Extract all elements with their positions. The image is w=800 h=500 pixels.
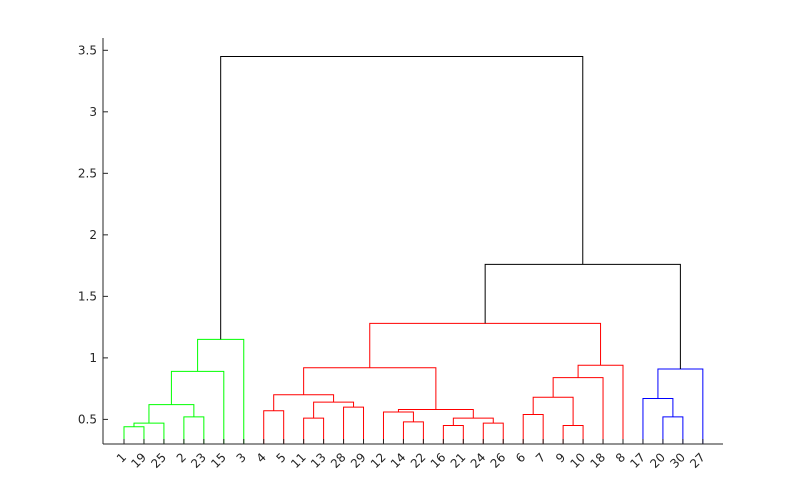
leaf-label: 12 bbox=[368, 450, 389, 471]
merge-link-10 bbox=[313, 401, 355, 419]
merge-link-19 bbox=[522, 413, 544, 444]
leaf-label: 13 bbox=[308, 450, 329, 471]
leaf-label: 5 bbox=[273, 450, 288, 465]
merge-link-21 bbox=[532, 396, 574, 426]
dendrogram-links bbox=[123, 55, 704, 444]
y-tick-label: 0.5 bbox=[78, 412, 97, 426]
leaf-label: 14 bbox=[388, 450, 409, 471]
leaf-label: 30 bbox=[667, 450, 688, 471]
axes: 0.511.522.533.51 19 25 2 23 15 3 4 5 11 13 28 29 12 14… bbox=[78, 38, 723, 471]
leaf-label: 18 bbox=[587, 450, 608, 471]
merge-link-28 bbox=[484, 263, 681, 369]
merge-link-8 bbox=[303, 417, 325, 444]
merge-link-26 bbox=[642, 397, 674, 444]
leaf-label: 20 bbox=[647, 450, 668, 471]
y-tick-label: 2.5 bbox=[78, 166, 97, 180]
leaf-label: 3 bbox=[234, 450, 249, 465]
leaf-label: 7 bbox=[533, 450, 548, 465]
leaf-label: 24 bbox=[468, 450, 489, 471]
leaf-label: 16 bbox=[428, 450, 449, 471]
merge-link-4 bbox=[148, 404, 195, 424]
leaf-label: 28 bbox=[328, 450, 349, 471]
y-tick-label: 3.5 bbox=[78, 43, 97, 57]
merge-link-18 bbox=[303, 367, 437, 410]
leaf-label: 23 bbox=[188, 450, 209, 471]
merge-link-20 bbox=[562, 425, 584, 444]
leaf-label: 29 bbox=[348, 450, 369, 471]
y-tick-label: 3 bbox=[89, 105, 97, 119]
merge-link-7 bbox=[263, 410, 285, 444]
leaf-label: 4 bbox=[254, 450, 269, 465]
merge-link-13 bbox=[382, 411, 414, 444]
merge-link-2 bbox=[133, 422, 165, 444]
leaf-label: 6 bbox=[513, 450, 528, 465]
leaf-label: 10 bbox=[567, 450, 588, 471]
merge-link-16 bbox=[452, 417, 494, 426]
merge-link-25 bbox=[662, 416, 684, 444]
merge-link-17 bbox=[397, 409, 474, 419]
merge-link-14 bbox=[442, 425, 464, 444]
leaf-label: 1 bbox=[114, 450, 129, 465]
merge-link-23 bbox=[577, 364, 624, 444]
merge-link-5 bbox=[170, 370, 225, 444]
merge-link-1 bbox=[123, 426, 145, 444]
merge-link-11 bbox=[273, 394, 335, 411]
merge-link-6 bbox=[197, 338, 245, 444]
merge-link-3 bbox=[183, 416, 205, 444]
merge-link-27 bbox=[657, 368, 704, 444]
leaf-label: 8 bbox=[613, 450, 628, 465]
leaf-label: 9 bbox=[553, 450, 568, 465]
y-tick-label: 2 bbox=[89, 228, 97, 242]
merge-link-24 bbox=[369, 322, 602, 368]
y-tick-label: 1.5 bbox=[78, 289, 97, 303]
merge-link-9 bbox=[343, 406, 365, 444]
leaf-label: 17 bbox=[627, 450, 648, 471]
merge-link-12 bbox=[402, 421, 424, 444]
leaf-label: 15 bbox=[208, 450, 229, 471]
y-tick-label: 1 bbox=[89, 351, 97, 365]
leaf-label: 19 bbox=[128, 450, 149, 471]
merge-link-29 bbox=[220, 55, 584, 340]
leaf-label: 22 bbox=[408, 450, 429, 471]
merge-link-22 bbox=[552, 377, 604, 444]
leaf-label: 26 bbox=[488, 450, 509, 471]
leaf-label: 21 bbox=[448, 450, 469, 471]
leaf-label: 11 bbox=[288, 450, 309, 471]
leaf-label: 27 bbox=[687, 450, 708, 471]
leaf-label: 25 bbox=[148, 450, 169, 471]
leaf-label: 2 bbox=[174, 450, 189, 465]
merge-link-15 bbox=[482, 422, 504, 444]
